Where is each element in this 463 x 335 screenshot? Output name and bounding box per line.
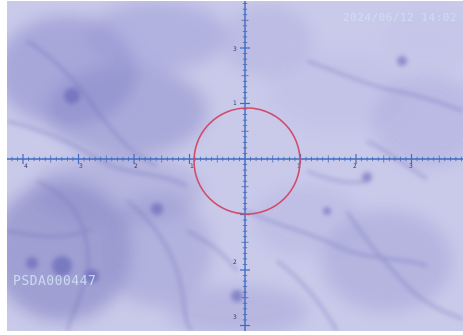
specimen-id-label: PSDA000447 [13, 274, 97, 289]
x-tick-label: 3 [79, 163, 83, 170]
specimen-view[interactable]: 4 3 2 1 1 2 3 3 1 2 3 2024/06/12 14:02 P… [7, 1, 463, 331]
cell-boundaries [7, 40, 463, 331]
timestamp-label: 2024/06/12 14:02 [343, 11, 457, 24]
x-tick-label: 1 [190, 163, 194, 170]
y-tick-label: 2 [233, 259, 237, 266]
y-tick-label: 1 [233, 100, 237, 107]
x-tick-label: 3 [409, 163, 413, 170]
horizontal-scale-ticks [11, 154, 462, 164]
focus-circle[interactable] [193, 107, 301, 215]
specimen-texture [7, 1, 463, 331]
x-tick-label: 2 [134, 163, 138, 170]
y-tick-label: 3 [233, 314, 237, 321]
vertical-scale-ticks [240, 3, 250, 327]
x-tick-label: 4 [24, 163, 28, 170]
x-tick-label: 2 [353, 163, 357, 170]
y-tick-label: 3 [233, 46, 237, 53]
reticle-overlay: 4 3 2 1 1 2 3 3 1 2 3 [7, 1, 463, 331]
stain-spots [26, 56, 407, 302]
